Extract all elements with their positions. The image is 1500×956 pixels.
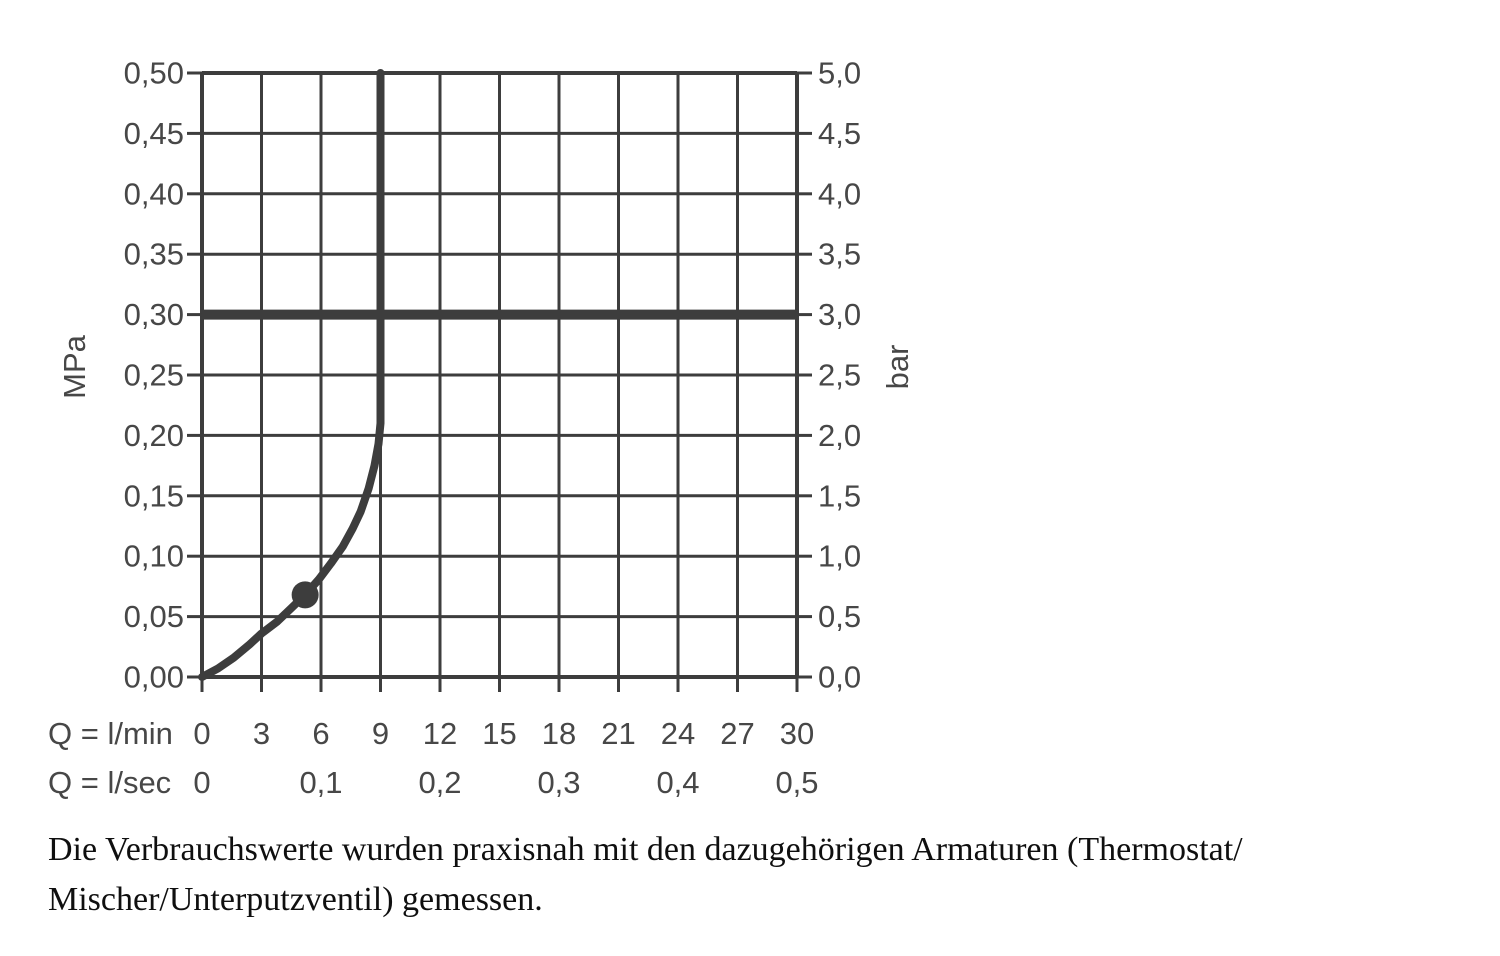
x-lmin-tick-label: 21	[601, 716, 635, 751]
y-right-tick-label: 1,5	[818, 478, 861, 513]
y-right-tick-label: 4,5	[818, 116, 861, 151]
y-left-tick-label: 0,40	[124, 176, 184, 211]
y-right-axis-unit: bar	[880, 345, 915, 390]
x-lsec-tick-label: 0,5	[775, 765, 818, 800]
y-left-tick-label: 0,10	[124, 539, 184, 574]
x-axis-row-label-lsec: Q = l/sec	[48, 765, 171, 800]
x-lsec-tick-label: 0,1	[299, 765, 342, 800]
flow-pressure-curve	[198, 69, 385, 681]
y-left-tick-label: 0,30	[124, 297, 184, 332]
x-lsec-tick-label: 0,2	[418, 765, 461, 800]
y-left-tick-label: 0,25	[124, 358, 184, 393]
caption-line: Mischer/Unterputzventil) gemessen.	[48, 881, 543, 918]
x-lmin-tick-label: 24	[661, 716, 695, 751]
x-lsec-tick-label: 0,3	[537, 765, 580, 800]
x-lmin-tick-label: 12	[423, 716, 457, 751]
y-right-tick-label: 2,0	[818, 418, 861, 453]
y-left-tick-label: 0,05	[124, 599, 184, 634]
y-right-tick-label: 0,0	[818, 660, 861, 695]
x-lmin-tick-label: 30	[780, 716, 814, 751]
y-right-tick-label: 0,5	[818, 599, 861, 634]
x-lmin-tick-label: 0	[193, 716, 210, 751]
y-left-axis-unit: MPa	[57, 334, 92, 399]
y-right-tick-label: 4,0	[818, 176, 861, 211]
y-left-tick-label: 0,15	[124, 478, 184, 513]
x-lsec-tick-label: 0,4	[656, 765, 699, 800]
x-lmin-tick-label: 15	[482, 716, 516, 751]
y-right-tick-label: 3,0	[818, 297, 861, 332]
y-left-tick-label: 0,35	[124, 237, 184, 272]
operating-point-marker	[291, 581, 319, 609]
y-left-tick-label: 0,45	[124, 116, 184, 151]
y-left-tick-label: 0,20	[124, 418, 184, 453]
y-right-tick-label: 5,0	[818, 56, 861, 91]
y-right-tick-label: 3,5	[818, 237, 861, 272]
x-lmin-tick-label: 27	[720, 716, 754, 751]
y-right-tick-label: 2,5	[818, 358, 861, 393]
y-left-tick-label: 0,50	[124, 56, 184, 91]
caption-line: Die Verbrauchswerte wurden praxisnah mit…	[48, 831, 1243, 868]
x-lmin-tick-label: 6	[312, 716, 329, 751]
x-lsec-tick-label: 0	[193, 765, 210, 800]
y-right-tick-label: 1,0	[818, 539, 861, 574]
x-lmin-tick-label: 3	[253, 716, 270, 751]
x-lmin-tick-label: 9	[372, 716, 389, 751]
caption-text: Die Verbrauchswerte wurden praxisnah mit…	[48, 825, 1428, 925]
x-axis-row-label-lmin: Q = l/min	[48, 716, 173, 751]
y-left-tick-label: 0,00	[124, 660, 184, 695]
x-lmin-tick-label: 18	[542, 716, 576, 751]
